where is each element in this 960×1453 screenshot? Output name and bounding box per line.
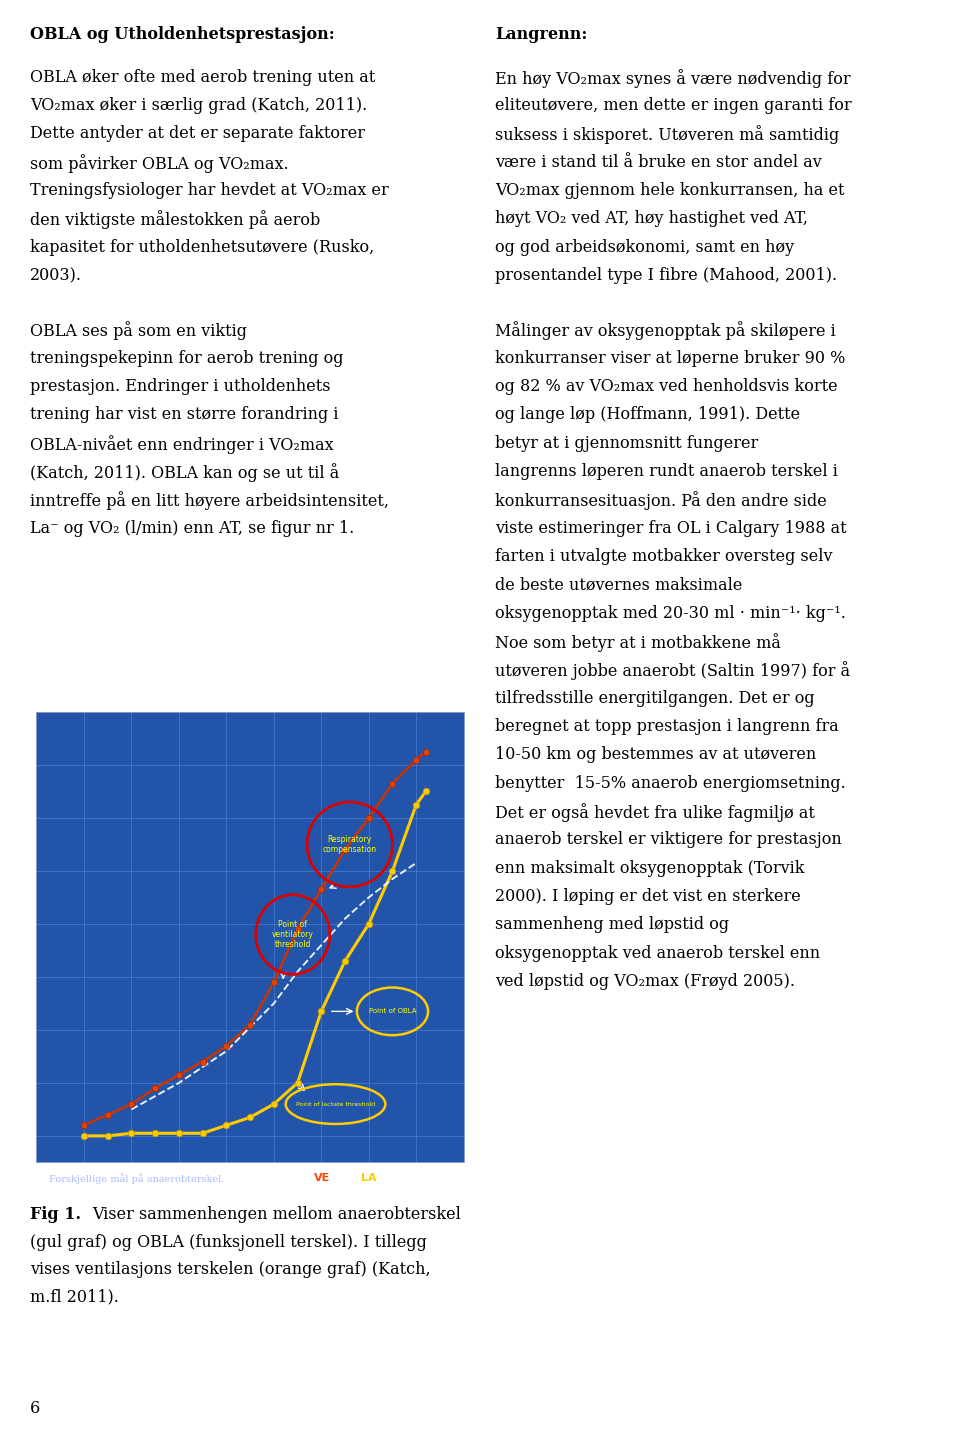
Text: Noe som betyr at i motbakkene må: Noe som betyr at i motbakkene må xyxy=(495,634,781,652)
Point xyxy=(124,1122,139,1145)
Point xyxy=(337,949,352,972)
Text: oksygenopptak ved anaerob terskel enn: oksygenopptak ved anaerob terskel enn xyxy=(495,944,821,962)
Text: VE: VE xyxy=(314,1174,330,1183)
Text: betyr at i gjennomsnitt fungerer: betyr at i gjennomsnitt fungerer xyxy=(495,434,758,452)
Point xyxy=(314,878,329,901)
Text: og lange løp (Hoffmann, 1991). Dette: og lange løp (Hoffmann, 1991). Dette xyxy=(495,407,801,423)
Point xyxy=(195,1122,210,1145)
Text: Forskjellige mål på anaerobterskel.: Forskjellige mål på anaerobterskel. xyxy=(49,1173,225,1184)
Text: inntreffe på en litt høyere arbeidsintensitet,: inntreffe på en litt høyere arbeidsinten… xyxy=(30,491,389,510)
Point xyxy=(76,1113,91,1136)
Text: Dette antyder at det er separate faktorer: Dette antyder at det er separate faktore… xyxy=(30,125,365,142)
Text: 2003).: 2003). xyxy=(30,267,82,283)
Text: høyt VO₂ ved AT, høy hastighet ved AT,: høyt VO₂ ved AT, høy hastighet ved AT, xyxy=(495,211,808,227)
Point xyxy=(171,1064,186,1087)
Point xyxy=(385,772,400,795)
Point xyxy=(219,1035,234,1058)
Text: trening har vist en større forandring i: trening har vist en større forandring i xyxy=(30,407,338,423)
Text: 2000). I løping er det vist en sterkere: 2000). I løping er det vist en sterkere xyxy=(495,888,801,905)
Text: benytter  15-5% anaerob energiomsetning.: benytter 15-5% anaerob energiomsetning. xyxy=(495,774,846,792)
Text: vises ventilasjons terskelen (orange graf) (Katch,: vises ventilasjons terskelen (orange gra… xyxy=(30,1261,430,1279)
Text: beregnet at topp prestasjon i langrenn fra: beregnet at topp prestasjon i langrenn f… xyxy=(495,718,839,735)
Point xyxy=(290,918,305,942)
Text: prosentandel type I fibre (Mahood, 2001).: prosentandel type I fibre (Mahood, 2001)… xyxy=(495,267,837,283)
Point xyxy=(361,806,376,830)
Point xyxy=(418,740,433,763)
Text: farten i utvalgte motbakker oversteg selv: farten i utvalgte motbakker oversteg sel… xyxy=(495,548,833,565)
Text: ved løpstid og VO₂max (Frøyd 2005).: ved løpstid og VO₂max (Frøyd 2005). xyxy=(495,974,795,989)
Point xyxy=(195,1051,210,1074)
Text: Det er også hevdet fra ulike fagmiljø at: Det er også hevdet fra ulike fagmiljø at xyxy=(495,804,815,822)
Text: sammenheng med løpstid og: sammenheng med løpstid og xyxy=(495,917,730,933)
Text: LA: LA xyxy=(361,1174,376,1183)
Point xyxy=(361,912,376,936)
Text: suksess i skisporet. Utøveren må samtidig: suksess i skisporet. Utøveren må samtidi… xyxy=(495,125,840,144)
Text: OBLA og Utholdenhetsprestasjon:: OBLA og Utholdenhetsprestasjon: xyxy=(30,26,334,44)
Text: eliteutøvere, men dette er ingen garanti for: eliteutøvere, men dette er ingen garanti… xyxy=(495,97,852,113)
Text: m.fl 2011).: m.fl 2011). xyxy=(30,1289,119,1306)
Text: Point of
ventilatory
threshold: Point of ventilatory threshold xyxy=(272,920,314,949)
Text: langrenns løperen rundt anaerob terskel i: langrenns løperen rundt anaerob terskel … xyxy=(495,464,838,479)
Text: Målinger av oksygenopptak på skiløpere i: Målinger av oksygenopptak på skiløpere i xyxy=(495,321,836,340)
Point xyxy=(171,1122,186,1145)
Point xyxy=(76,1125,91,1148)
Point xyxy=(266,971,281,994)
Text: konkurranser viser at løperne bruker 90 %: konkurranser viser at løperne bruker 90 … xyxy=(495,350,846,366)
Text: Treningsfysiologer har hevdet at VO₂max er: Treningsfysiologer har hevdet at VO₂max … xyxy=(30,182,389,199)
Text: og 82 % av VO₂max ved henholdsvis korte: og 82 % av VO₂max ved henholdsvis korte xyxy=(495,378,838,395)
Text: En høy VO₂max synes å være nødvendig for: En høy VO₂max synes å være nødvendig for xyxy=(495,68,851,87)
Text: tilfredsstille energitilgangen. Det er og: tilfredsstille energitilgangen. Det er o… xyxy=(495,690,815,706)
X-axis label: Oxygen consumption (L · min-1): Oxygen consumption (L · min-1) xyxy=(171,1184,329,1194)
Point xyxy=(100,1103,115,1126)
Text: (gul graf) og OBLA (funksjonell terskel). I tillegg: (gul graf) og OBLA (funksjonell terskel)… xyxy=(30,1234,426,1251)
Text: OBLA-nivået enn endringer i VO₂max: OBLA-nivået enn endringer i VO₂max xyxy=(30,434,333,453)
Point xyxy=(418,780,433,804)
Text: Fig 1.: Fig 1. xyxy=(30,1206,81,1223)
Text: La⁻ og VO₂ (l/min) enn AT, se figur nr 1.: La⁻ og VO₂ (l/min) enn AT, se figur nr 1… xyxy=(30,520,354,536)
Text: Point of OBLA: Point of OBLA xyxy=(369,1008,417,1014)
Point xyxy=(148,1077,163,1100)
Text: viste estimeringer fra OL i Calgary 1988 at: viste estimeringer fra OL i Calgary 1988… xyxy=(495,520,847,536)
Text: konkurransesituasjon. På den andre side: konkurransesituasjon. På den andre side xyxy=(495,491,828,510)
Point xyxy=(148,1122,163,1145)
Text: Respiratory
compensation: Respiratory compensation xyxy=(323,835,377,854)
Text: VO₂max gjennom hele konkurransen, ha et: VO₂max gjennom hele konkurransen, ha et xyxy=(495,182,845,199)
Text: treningspekepinn for aerob trening og: treningspekepinn for aerob trening og xyxy=(30,350,344,366)
Point xyxy=(242,1106,257,1129)
Text: 6: 6 xyxy=(30,1399,40,1417)
Point xyxy=(124,1093,139,1116)
Point xyxy=(219,1113,234,1136)
Text: være i stand til å bruke en stor andel av: være i stand til å bruke en stor andel a… xyxy=(495,154,822,170)
Point xyxy=(266,1093,281,1116)
Text: som påvirker OBLA og VO₂max.: som påvirker OBLA og VO₂max. xyxy=(30,154,288,173)
Point xyxy=(242,1013,257,1036)
Text: Point of lactate threshold: Point of lactate threshold xyxy=(296,1101,375,1107)
Point xyxy=(290,1071,305,1094)
Text: anaerob terskel er viktigere for prestasjon: anaerob terskel er viktigere for prestas… xyxy=(495,831,842,849)
Point xyxy=(409,748,424,772)
Point xyxy=(385,859,400,882)
Text: utøveren jobbe anaerobt (Saltin 1997) for å: utøveren jobbe anaerobt (Saltin 1997) fo… xyxy=(495,661,851,680)
Text: VO₂max øker i særlig grad (Katch, 2011).: VO₂max øker i særlig grad (Katch, 2011). xyxy=(30,97,367,113)
Text: (Katch, 2011). OBLA kan og se ut til å: (Katch, 2011). OBLA kan og se ut til å xyxy=(30,464,339,482)
Text: 10-50 km og bestemmes av at utøveren: 10-50 km og bestemmes av at utøveren xyxy=(495,747,817,763)
Text: de beste utøvernes maksimale: de beste utøvernes maksimale xyxy=(495,577,743,593)
Text: kapasitet for utholdenhetsutøvere (Rusko,: kapasitet for utholdenhetsutøvere (Rusko… xyxy=(30,238,374,256)
Point xyxy=(100,1125,115,1148)
Text: OBLA øker ofte med aerob trening uten at: OBLA øker ofte med aerob trening uten at xyxy=(30,68,375,86)
Text: og god arbeidsøkonomi, samt en høy: og god arbeidsøkonomi, samt en høy xyxy=(495,238,795,256)
Y-axis label: ṾE (L · min ⁻1, BTPS): ṾE (L · min ⁻1, BTPS) xyxy=(0,886,6,988)
Text: den viktigste målestokken på aerob: den viktigste målestokken på aerob xyxy=(30,211,320,230)
Text: enn maksimalt oksygenopptak (Torvik: enn maksimalt oksygenopptak (Torvik xyxy=(495,860,804,876)
Point xyxy=(314,1000,329,1023)
Text: prestasjon. Endringer i utholdenhets: prestasjon. Endringer i utholdenhets xyxy=(30,378,330,395)
Text: Viser sammenhengen mellom anaerobterskel: Viser sammenhengen mellom anaerobterskel xyxy=(92,1206,461,1223)
Point xyxy=(337,838,352,862)
Point xyxy=(409,793,424,817)
Text: oksygenopptak med 20-30 ml · min⁻¹· kg⁻¹.: oksygenopptak med 20-30 ml · min⁻¹· kg⁻¹… xyxy=(495,604,846,622)
Text: Langrenn:: Langrenn: xyxy=(495,26,588,44)
Text: OBLA ses på som en viktig: OBLA ses på som en viktig xyxy=(30,321,247,340)
